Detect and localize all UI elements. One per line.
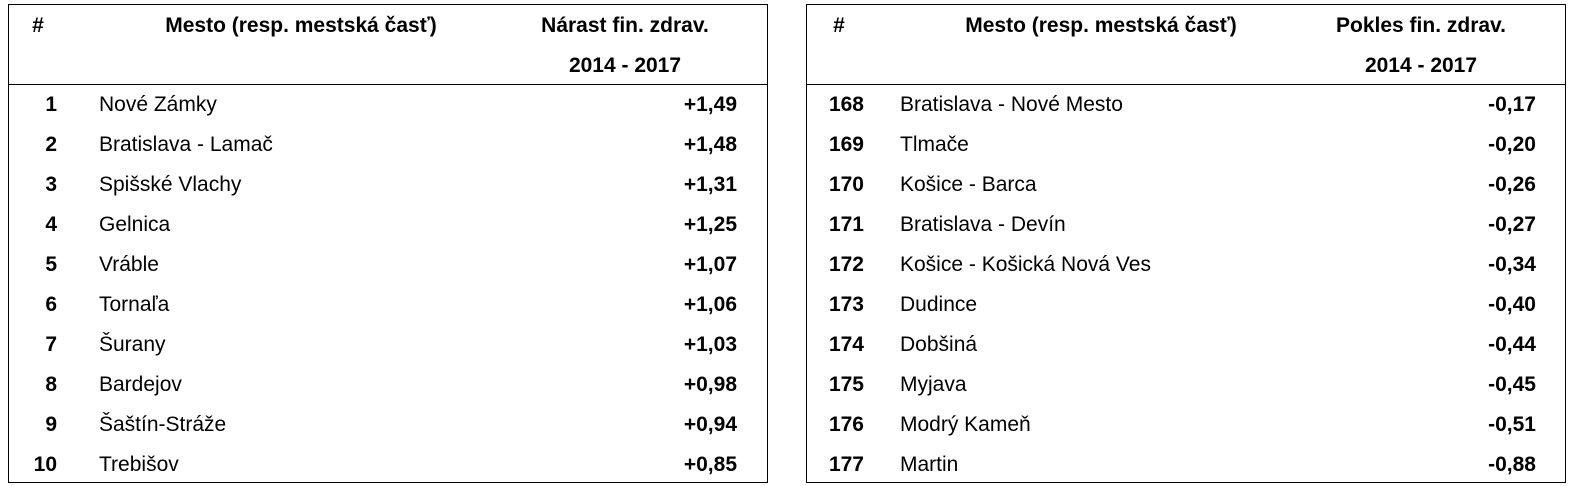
header-city: Mesto (resp. mestská časť) bbox=[965, 14, 1237, 37]
value: +1,48 bbox=[683, 133, 737, 156]
city: Šaštín-Stráže bbox=[99, 413, 227, 436]
rank: 5 bbox=[45, 253, 57, 276]
city: Bratislava - Lamač bbox=[99, 133, 273, 156]
rank: 9 bbox=[45, 413, 57, 436]
rank: 8 bbox=[45, 373, 57, 396]
header-city: Mesto (resp. mestská časť) bbox=[165, 14, 437, 37]
header-rule bbox=[807, 84, 1565, 85]
rank: 169 bbox=[828, 133, 864, 156]
value: +1,49 bbox=[683, 93, 737, 116]
header-rule bbox=[9, 84, 767, 85]
value: -0,40 bbox=[1488, 293, 1536, 316]
value: -0,88 bbox=[1488, 453, 1536, 476]
city: Bratislava - Devín bbox=[900, 213, 1066, 236]
rank: 1 bbox=[45, 93, 57, 116]
city: Dobšiná bbox=[900, 333, 978, 356]
table: # Mesto (resp. mestská časť) Nárast fin. z… bbox=[8, 4, 768, 483]
value: +0,98 bbox=[683, 373, 737, 396]
header-metric: Pokles fin. zdrav. bbox=[1336, 14, 1506, 37]
table: # Mesto (resp. mestská časť) Pokles fin. z… bbox=[806, 4, 1566, 483]
value: -0,17 bbox=[1488, 93, 1536, 116]
city: Šurany bbox=[99, 333, 166, 356]
value: -0,20 bbox=[1488, 133, 1536, 156]
rank: 174 bbox=[828, 333, 864, 356]
city: Nové Zámky bbox=[99, 93, 217, 116]
rank: 7 bbox=[45, 333, 57, 356]
rank: 175 bbox=[828, 373, 864, 396]
value: +1,07 bbox=[683, 253, 737, 276]
value: -0,26 bbox=[1488, 173, 1536, 196]
rank: 177 bbox=[828, 453, 864, 476]
header-metric: 2014 - 2017 bbox=[568, 54, 682, 77]
city: Modrý Kameň bbox=[900, 413, 1031, 436]
city: Dudince bbox=[900, 293, 978, 316]
value: -0,34 bbox=[1488, 253, 1536, 276]
city: Gelnica bbox=[99, 213, 171, 236]
value: +1,06 bbox=[683, 293, 737, 316]
rank: 170 bbox=[828, 173, 864, 196]
rank: 10 bbox=[33, 453, 57, 476]
rank: 172 bbox=[828, 253, 864, 276]
value: +1,03 bbox=[683, 333, 737, 356]
value: -0,51 bbox=[1488, 413, 1536, 436]
city: Bratislava - Nové Mesto bbox=[900, 93, 1123, 116]
value: -0,45 bbox=[1488, 373, 1536, 396]
rank: 168 bbox=[828, 93, 864, 116]
city: Bardejov bbox=[99, 373, 182, 396]
city: Martin bbox=[900, 453, 959, 476]
header-rank: # bbox=[32, 14, 44, 37]
city: Tlmače bbox=[900, 133, 969, 156]
header-metric: Nárast fin. zdrav. bbox=[541, 14, 709, 37]
rank: 3 bbox=[45, 173, 57, 196]
city: Vráble bbox=[99, 253, 159, 276]
rank: 4 bbox=[45, 213, 57, 236]
value: +0,85 bbox=[683, 453, 737, 476]
city: Košice - Košická Nová Ves bbox=[900, 253, 1151, 276]
city: Myjava bbox=[900, 373, 967, 396]
value: -0,27 bbox=[1488, 213, 1536, 236]
value: +1,25 bbox=[683, 213, 737, 236]
city: Košice - Barca bbox=[900, 173, 1037, 196]
city: Tornaľa bbox=[99, 293, 170, 316]
city: Trebišov bbox=[99, 453, 179, 476]
header-rank: # bbox=[833, 14, 845, 37]
rank: 6 bbox=[45, 293, 57, 316]
value: -0,44 bbox=[1488, 333, 1536, 356]
rank: 2 bbox=[45, 133, 57, 156]
rank: 173 bbox=[828, 293, 864, 316]
value: +0,94 bbox=[683, 413, 737, 436]
header-metric: 2014 - 2017 bbox=[1364, 54, 1478, 77]
city: Spišské Vlachy bbox=[99, 173, 242, 196]
rank: 176 bbox=[828, 413, 864, 436]
value: +1,31 bbox=[683, 173, 737, 196]
rank: 171 bbox=[828, 213, 864, 236]
